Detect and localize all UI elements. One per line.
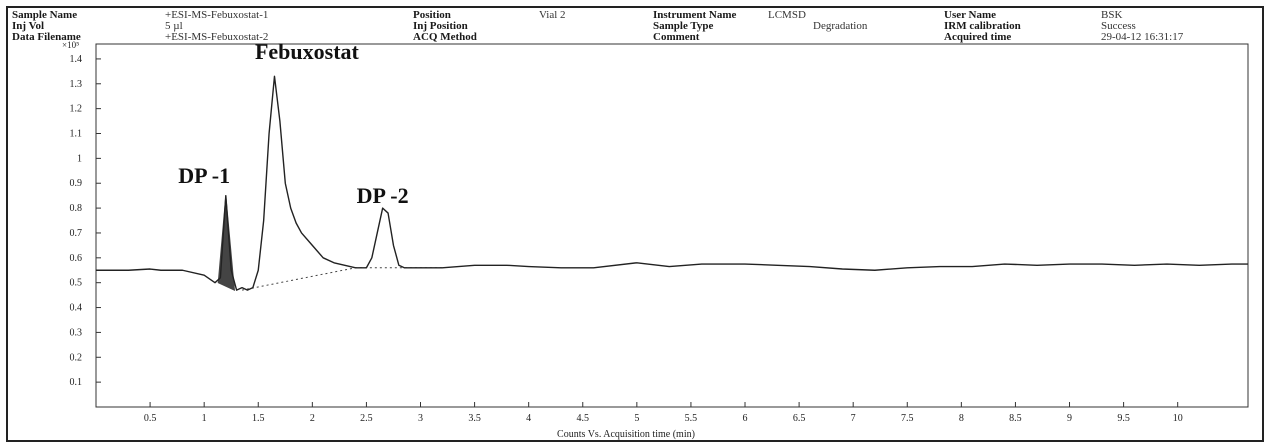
y-tick-label: 1.1 [70, 129, 83, 140]
x-tick-label: 5.5 [685, 413, 698, 424]
y-tick-label: 0.9 [70, 178, 83, 189]
x-tick-label: 9.5 [1117, 413, 1130, 424]
y-tick-label: 1 [77, 153, 82, 164]
x-tick-label: 1.5 [252, 413, 265, 424]
position-value: Vial 2 [539, 9, 566, 21]
y-tick-label: 1.2 [70, 104, 83, 115]
x-tick-label: 3 [418, 413, 423, 424]
comment-label: Comment [653, 31, 700, 43]
plot-area [95, 43, 1249, 408]
user-name-value: BSK [1101, 9, 1123, 21]
y-tick-label: 0.5 [70, 278, 83, 289]
peak-annotation: Febuxostat [255, 39, 360, 64]
plot-layer: DP -1 Febuxostat DP -2 [96, 39, 1248, 291]
x-tick-label: 1 [202, 413, 207, 424]
y-tick-label: 0.6 [70, 253, 83, 264]
x-tick-label: 10 [1173, 413, 1183, 424]
x-tick-label: 9 [1067, 413, 1072, 424]
acquired-time-value: 29-04-12 16:31:17 [1101, 31, 1184, 43]
data-filename-value: +ESI-MS-Febuxostat-2 [165, 31, 269, 43]
x-tick-label: 0.5 [144, 413, 157, 424]
y-tick-label: 0.1 [70, 377, 83, 388]
x-tick-label: 6 [743, 413, 748, 424]
instrument-name-label: Instrument Name [653, 9, 737, 21]
y-axis: 0.1 0.2 0.3 0.4 0.5 0.6 0.7 0.8 0.9 1 1.1 1.2 1.3 1.4 [70, 54, 101, 388]
x-tick-label: 8.5 [1009, 413, 1022, 424]
y-tick-label: 0.7 [70, 228, 83, 239]
irm-calibration-label: IRM calibration [944, 20, 1021, 32]
instrument-name-value: LCMSD [768, 9, 806, 21]
y-tick-label: 0.3 [70, 327, 83, 338]
y-tick-label: 0.4 [70, 303, 83, 314]
figure-frame [6, 6, 1264, 442]
inj-vol-value: 5 µl [165, 20, 183, 32]
position-label: Position [413, 9, 451, 21]
x-axis-label: Counts Vs. Acquisition time (min) [557, 429, 695, 440]
x-tick-label: 2.5 [360, 413, 373, 424]
baseline-dotted-line [241, 267, 443, 291]
y-tick-label: 1.3 [70, 79, 83, 90]
y-tick-label: 0.8 [70, 203, 83, 214]
data-filename-label: Data Filename [12, 31, 81, 43]
user-name-label: User Name [944, 9, 997, 21]
sample-name-label: Sample Name [12, 9, 78, 21]
x-tick-label: 7 [851, 413, 856, 424]
x-tick-label: 6.5 [793, 413, 806, 424]
y-multiplier-label: ×10⁵ [62, 40, 79, 50]
x-axis: 0.5 1 1.5 2 2.5 3 3.5 4 4.5 5 5.5 6 6.5 7 7.5 8 8.5 9 9.5 1… [144, 402, 1183, 424]
peak-annotation: DP -1 [178, 163, 230, 188]
y-tick-label: 0.2 [70, 352, 83, 363]
sample-name-value: +ESI-MS-Febuxostat-1 [165, 9, 269, 21]
inj-vol-label: Inj Vol [12, 20, 45, 32]
peak-annotation: DP -2 [357, 183, 409, 208]
x-tick-label: 4 [526, 413, 531, 424]
x-tick-label: 7.5 [901, 413, 914, 424]
x-tick-label: 5 [634, 413, 639, 424]
sample-type-value: Degradation [813, 20, 868, 32]
acq-method-label: ACQ Method [413, 31, 477, 43]
chromatogram-trace [96, 75, 1248, 291]
x-tick-label: 2 [310, 413, 315, 424]
x-tick-label: 3.5 [468, 413, 481, 424]
irm-calibration-value: Success [1101, 20, 1136, 32]
y-tick-label: 1.4 [70, 54, 83, 65]
x-tick-label: 4.5 [577, 413, 590, 424]
acquired-time-label: Acquired time [944, 31, 1012, 43]
inj-position-label: Inj Position [413, 20, 468, 32]
x-tick-label: 8 [959, 413, 964, 424]
sample-type-label: Sample Type [653, 20, 714, 32]
